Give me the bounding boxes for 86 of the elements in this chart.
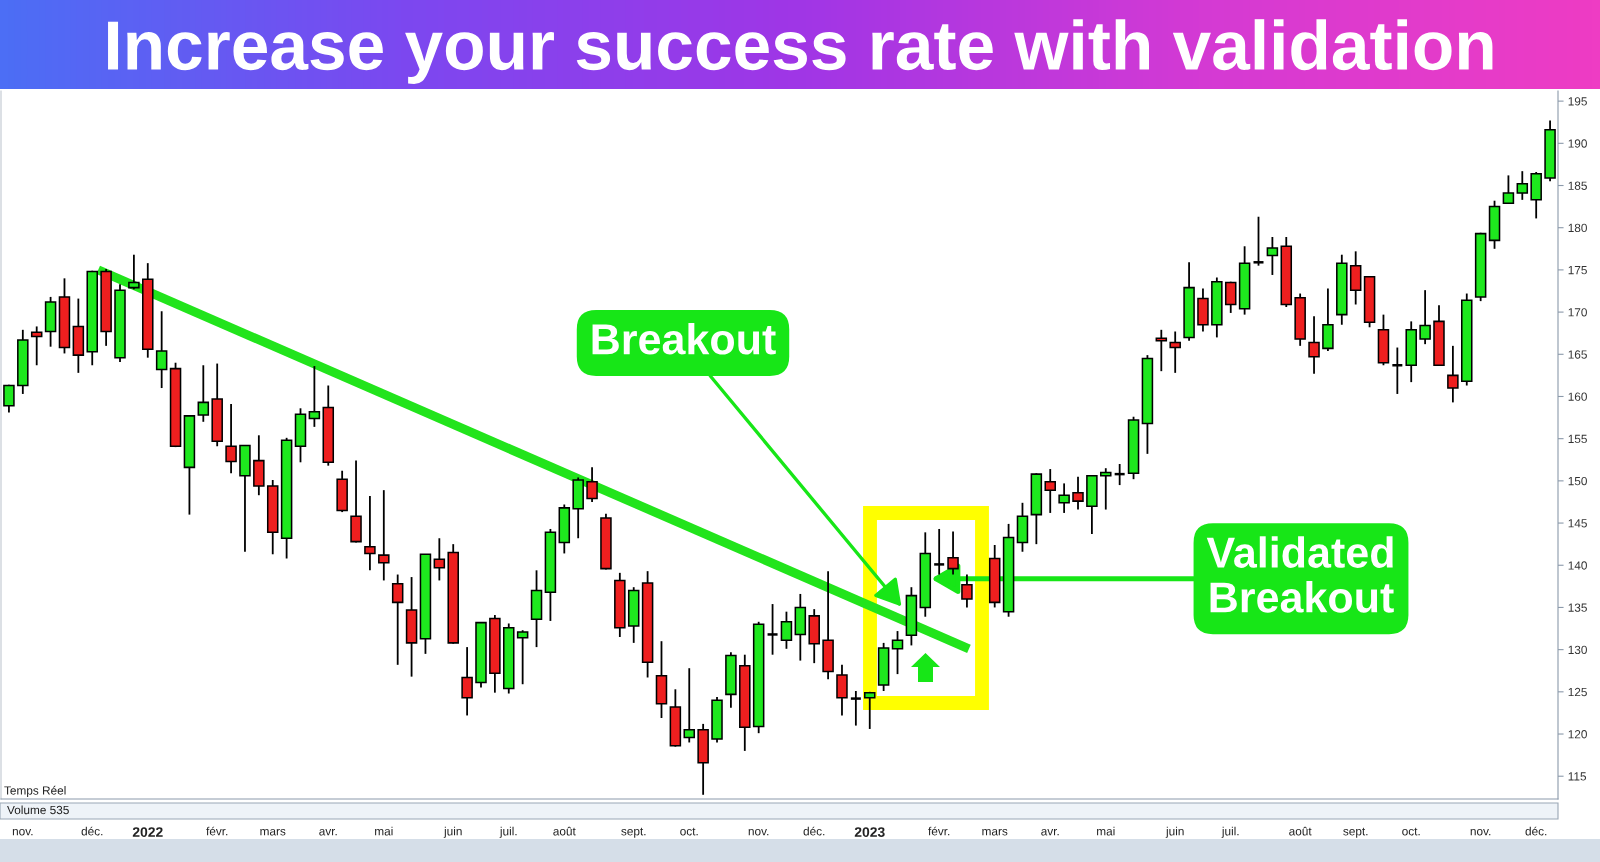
x-tick-label: août [553,826,576,836]
candlestick [863,690,876,730]
candlestick [849,690,863,727]
candlestick [1419,289,1431,346]
x-tick-label: juil. [1221,826,1239,838]
candlestick [1169,330,1181,374]
x-tick-label: nov. [748,828,769,836]
candlestick [1502,174,1515,205]
x-tick-label: mars [260,828,286,836]
candlestick [1100,467,1112,511]
candlestick [586,466,598,503]
candlestick [364,495,376,572]
y-tick-label: 160 [1568,392,1587,401]
candlestick [155,310,168,389]
x-tick-label: mai [1097,826,1115,836]
candlestick [1447,344,1459,404]
candlestick [1322,287,1334,352]
y-tick-label: 155 [1568,434,1587,444]
candlestick [1044,468,1057,514]
candlestick [780,610,793,650]
y-tick-label: 135 [1568,603,1587,612]
candlestick [433,537,446,582]
x-tick-label: mars [982,828,1008,836]
y-tick-label: 170 [1568,308,1587,317]
candlestick [3,383,15,414]
x-tick-label: 2022 [132,827,163,837]
y-tick-label: 130 [1568,645,1587,655]
x-tick-label: oct. [680,827,698,836]
candlestick [891,630,904,676]
x-tick-label: déc. [1525,826,1547,836]
y-tick-label: 180 [1568,223,1587,233]
x-tick-label: juin [443,826,462,838]
candlestick [1155,328,1168,373]
x-tick-label: févr. [206,826,228,836]
candlestick [683,667,696,744]
y-tick-label: 115 [1568,772,1587,781]
candlestick [1072,475,1084,511]
candlestick [836,663,848,717]
x-tick-label: juil. [499,826,517,838]
annotation: Breakout [592,322,776,355]
candlestick [1252,215,1265,267]
x-tick-label: avr. [319,828,337,836]
y-tick-label: 120 [1568,730,1587,739]
y-tick-label: 185 [1568,181,1587,190]
x-tick-label: juin [1165,826,1184,838]
candlestick [932,528,946,576]
candlestick [1391,346,1404,395]
x-tick-label: avr. [1041,828,1059,836]
candlestick [1224,280,1237,314]
candlestick [197,364,210,423]
y-tick-label: 145 [1568,519,1587,528]
candlestick [308,365,321,428]
candlestick [516,629,529,686]
candlestick [766,603,779,656]
candlestick [947,530,959,576]
y-tick-label: 140 [1568,561,1587,570]
candlestick [461,646,473,717]
candlestick [1266,236,1279,276]
candlestick [1058,482,1070,514]
candlestick [391,573,404,666]
y-tick-label: 190 [1568,139,1587,148]
x-tick-label: déc. [81,826,103,836]
x-tick-label: déc. [803,826,825,836]
x-tick-label: nov. [12,828,33,836]
candlestick [378,489,390,582]
x-tick-label: févr. [928,826,950,836]
x-tick-label: sept. [621,827,646,838]
x-tick-label: mai [375,826,393,836]
text: Volume 535 [7,805,69,815]
candlestick [1516,170,1529,201]
chart-title: Increase your success rate with validation [108,19,1493,84]
y-tick-label: 125 [1568,687,1587,697]
y-tick-label: 165 [1568,350,1587,359]
x-tick-label: sept. [1343,827,1368,838]
x-tick-label: 2023 [854,827,885,837]
annotation: Temps Réel [4,785,66,797]
y-tick-label: 175 [1568,266,1587,275]
x-tick-label: oct. [1402,827,1420,836]
candlestick [961,573,973,609]
annotation: Validated Breakout [1206,536,1394,613]
candlestick [1308,315,1320,375]
x-tick-label: nov. [1470,828,1491,836]
y-tick-label: 195 [1568,97,1587,106]
candlestick [225,403,237,475]
x-tick-label: août [1289,826,1312,836]
y-tick-label: 150 [1568,476,1587,486]
